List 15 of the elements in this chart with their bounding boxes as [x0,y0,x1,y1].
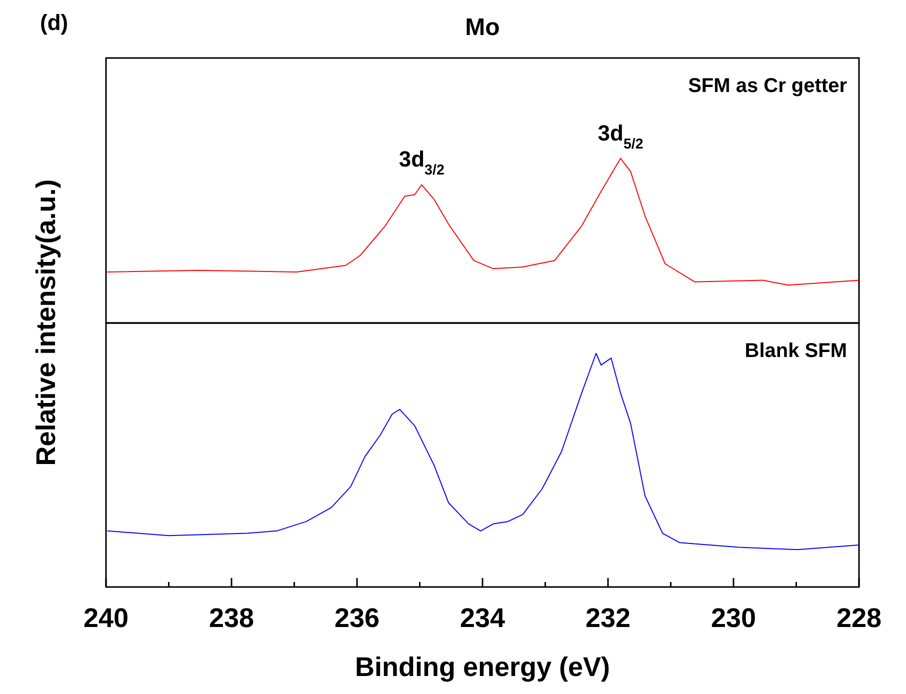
annotation: 3d$_{3/2}$ [398,146,444,179]
x-tick-label: 240 [83,603,129,633]
x-tick-label: 232 [585,603,631,633]
x-axis-title: Binding energy (eV) [354,652,610,682]
x-tick-label: 234 [460,603,506,633]
x-tick-label: 236 [334,603,380,633]
annotation: 3d$_{5/2}$ [598,120,644,152]
chart-title: Mo [465,14,500,41]
text: (d) [40,10,68,35]
x-tick-label: 238 [208,603,254,633]
text: SFM as Cr getter [688,75,848,97]
annotation: Blank SFM [744,340,847,362]
y-axis-title: Relative intensity(a.u.) [31,179,61,466]
x-tick-label: 230 [710,603,756,633]
x-tick-label: 228 [836,603,882,633]
